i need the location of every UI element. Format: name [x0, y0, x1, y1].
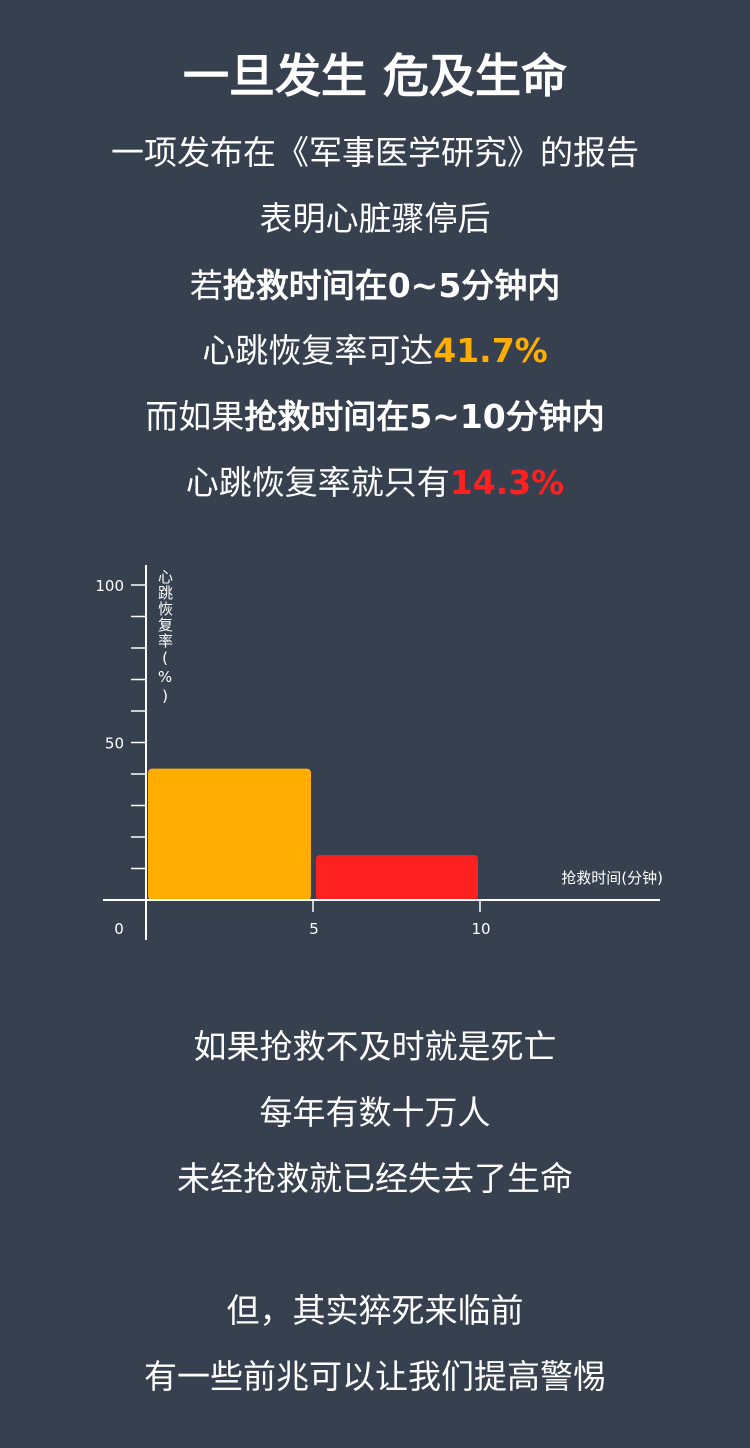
bar — [148, 768, 311, 900]
x-tick-label: 5 — [309, 920, 319, 938]
y-axis-label: 心跳恢复率(%) — [156, 569, 174, 706]
page-title: 一旦发生 危及生命 — [182, 49, 567, 103]
footer-line: 但，其实猝死来临前 — [226, 1291, 524, 1330]
intro-line: 心跳恢复率可达41.7% — [0, 331, 750, 371]
x-tick-label: 10 — [471, 920, 490, 938]
intro-line: 表明心脏骤停后 — [0, 199, 750, 239]
footer-line: 每年有数十万人 — [259, 1093, 491, 1132]
y-tick-label: 100 — [95, 577, 124, 595]
origin-label: 0 — [114, 920, 124, 938]
intro-text: 而如果 — [145, 397, 245, 436]
intro-text: 心跳恢复率就只有 — [185, 463, 450, 502]
footer-line: 有一些前兆可以让我们提高警惕 — [144, 1357, 606, 1396]
footer-line: 未经抢救就已经失去了生命 — [177, 1159, 573, 1198]
intro-line: 若抢救时间在0~5分钟内 — [0, 266, 750, 306]
x-axis-label: 抢救时间(分钟) — [561, 869, 663, 887]
intro-line: 心跳恢复率就只有14.3% — [0, 463, 750, 503]
intro-line: 一项发布在《军事医学研究》的报告 — [0, 133, 750, 173]
intro-text: 一项发布在《军事医学研究》的报告 — [111, 133, 639, 172]
intro-text: 若 — [189, 266, 223, 305]
intro-text: 表明心脏骤停后 — [259, 199, 491, 238]
y-tick-label: 50 — [105, 735, 124, 753]
intro-text: 心跳恢复率可达 — [202, 331, 434, 370]
bar — [316, 854, 478, 900]
intro-line: 而如果抢救时间在5~10分钟内 — [0, 397, 750, 437]
rate-highlight-orange: 41.7% — [433, 331, 548, 370]
footer-line: 如果抢救不及时就是死亡 — [193, 1027, 557, 1066]
intro-bold-text: 抢救时间在5~10分钟内 — [244, 397, 605, 436]
intro-bold-text: 抢救时间在0~5分钟内 — [222, 266, 561, 305]
rate-highlight-red: 14.3% — [449, 463, 565, 502]
